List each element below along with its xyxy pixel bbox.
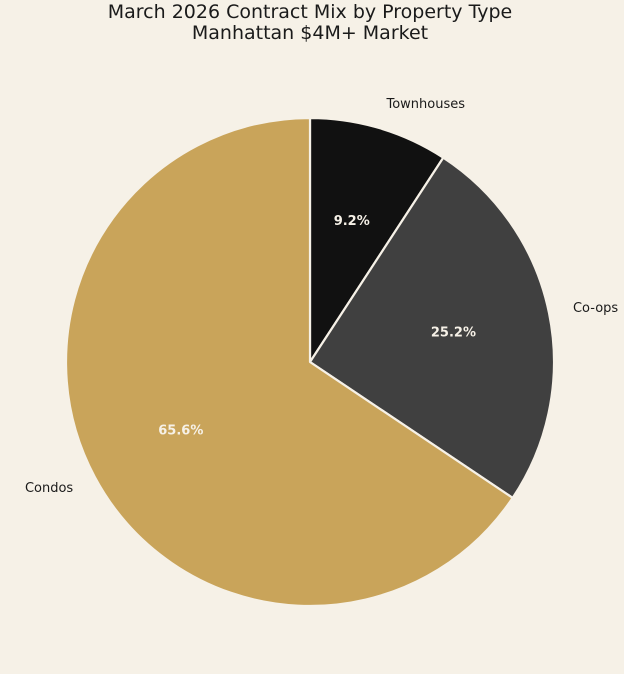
pie-slice-condos: [64, 116, 514, 608]
pie-slice-co-ops: [308, 156, 556, 499]
pie-pct-label-condos: 65.6%: [158, 423, 203, 438]
chart-title: March 2026 Contract Mix by Property Type: [108, 1, 513, 23]
pie-category-label-condos: Condos: [25, 481, 73, 496]
pie-labels: 9.2% Townhouses 25.2% Co-ops 65.6% Condos: [25, 97, 618, 496]
pie-pct-label-townhouses: 9.2%: [334, 214, 370, 229]
pie-category-label-co-ops: Co-ops: [573, 301, 618, 316]
pie-category-label-townhouses: Townhouses: [385, 97, 465, 112]
chart-subtitle: Manhattan $4M+ Market: [192, 22, 428, 44]
pie-slice-townhouses: [308, 116, 445, 364]
pie-pct-label-co-ops: 25.2%: [431, 325, 476, 340]
pie-slices: [64, 116, 556, 608]
